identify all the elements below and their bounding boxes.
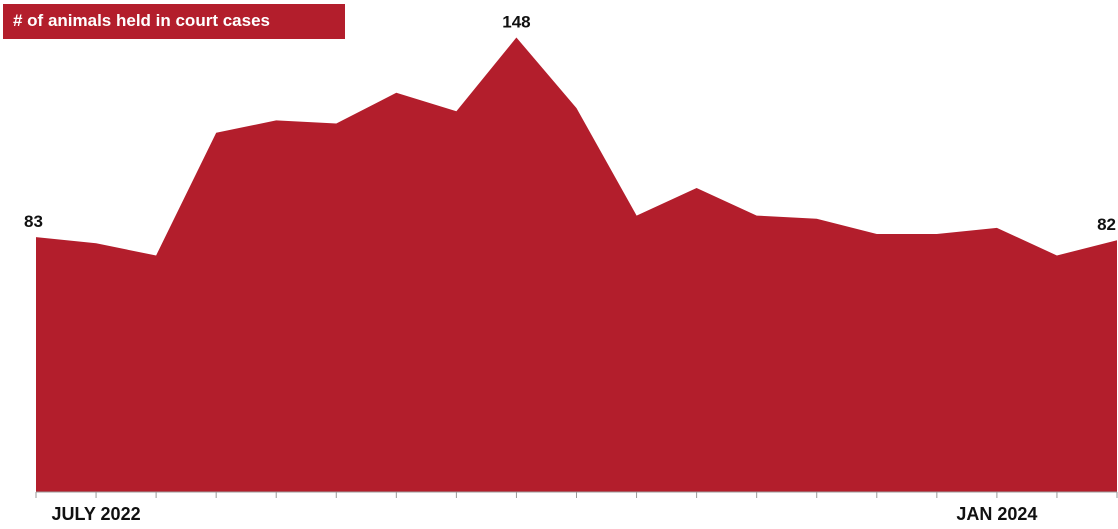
title-background — [3, 4, 345, 39]
data-label: 83 — [24, 212, 43, 231]
x-tick-label: JULY 2022 — [52, 504, 141, 524]
label-layer: JULY 2022 JAN 2024 83 148 82 — [24, 12, 1116, 524]
x-tick-label: JAN 2024 — [956, 504, 1037, 524]
area-layer — [36, 37, 1117, 492]
data-label: 82 — [1097, 215, 1116, 234]
chart-title: # of animals held in court cases — [13, 11, 270, 30]
x-axis — [35, 491, 1118, 498]
data-label: 148 — [502, 12, 530, 31]
area-series — [36, 37, 1117, 492]
